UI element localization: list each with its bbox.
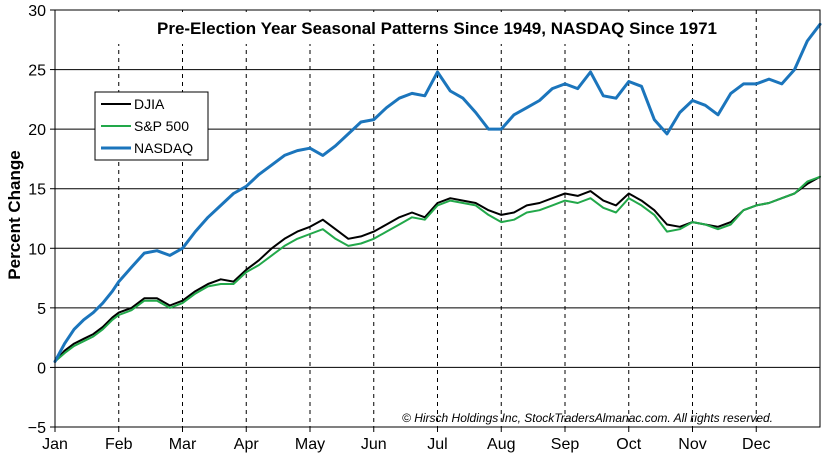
series-line-sp500 [54, 175, 821, 363]
y-tick-label: 10 [28, 241, 46, 258]
x-tick-label: Apr [234, 436, 260, 453]
copyright-notice: © Hirsch Holdings Inc, StockTradersAlman… [402, 411, 773, 425]
x-axis-ticks: Jan Feb Mar Apr May Jun Jul Aug Sep Oct Nov Dec [42, 427, 770, 453]
x-tick-label: Jan [42, 436, 68, 453]
y-axis-ticks: −5 0 5 10 15 20 25 30 [28, 3, 55, 437]
x-tick-label: Jun [361, 436, 387, 453]
chart-title: Pre-Election Year Seasonal Patterns Sinc… [157, 19, 717, 38]
y-axis-label: Percent Change [5, 150, 24, 279]
title-background [58, 12, 748, 44]
series-line-nasdaq [53, 22, 822, 363]
x-tick-label: Aug [487, 436, 515, 453]
x-tick-label: Dec [742, 436, 770, 453]
y-tick-label: −5 [28, 420, 46, 437]
legend-label-djia: DJIA [134, 96, 165, 112]
y-tick-label: 20 [28, 122, 46, 139]
y-tick-label: 30 [28, 3, 46, 20]
x-tick-label: Nov [678, 436, 706, 453]
series-layer [53, 22, 822, 363]
x-tick-label: Mar [169, 436, 197, 453]
y-tick-label: 15 [28, 182, 46, 199]
x-tick-label: Feb [105, 436, 133, 453]
y-tick-label: 5 [37, 301, 46, 318]
x-tick-label: Oct [616, 436, 641, 453]
legend-label-sp500: S&P 500 [134, 118, 189, 134]
legend-label-nasdaq: NASDAQ [134, 140, 193, 156]
x-tick-label: May [295, 436, 325, 453]
x-tick-label: Sep [551, 436, 580, 453]
y-tick-label: 25 [28, 63, 46, 80]
x-tick-label: Jul [427, 436, 447, 453]
y-tick-label: 0 [37, 360, 46, 377]
legend: DJIA S&P 500 NASDAQ [94, 91, 209, 161]
